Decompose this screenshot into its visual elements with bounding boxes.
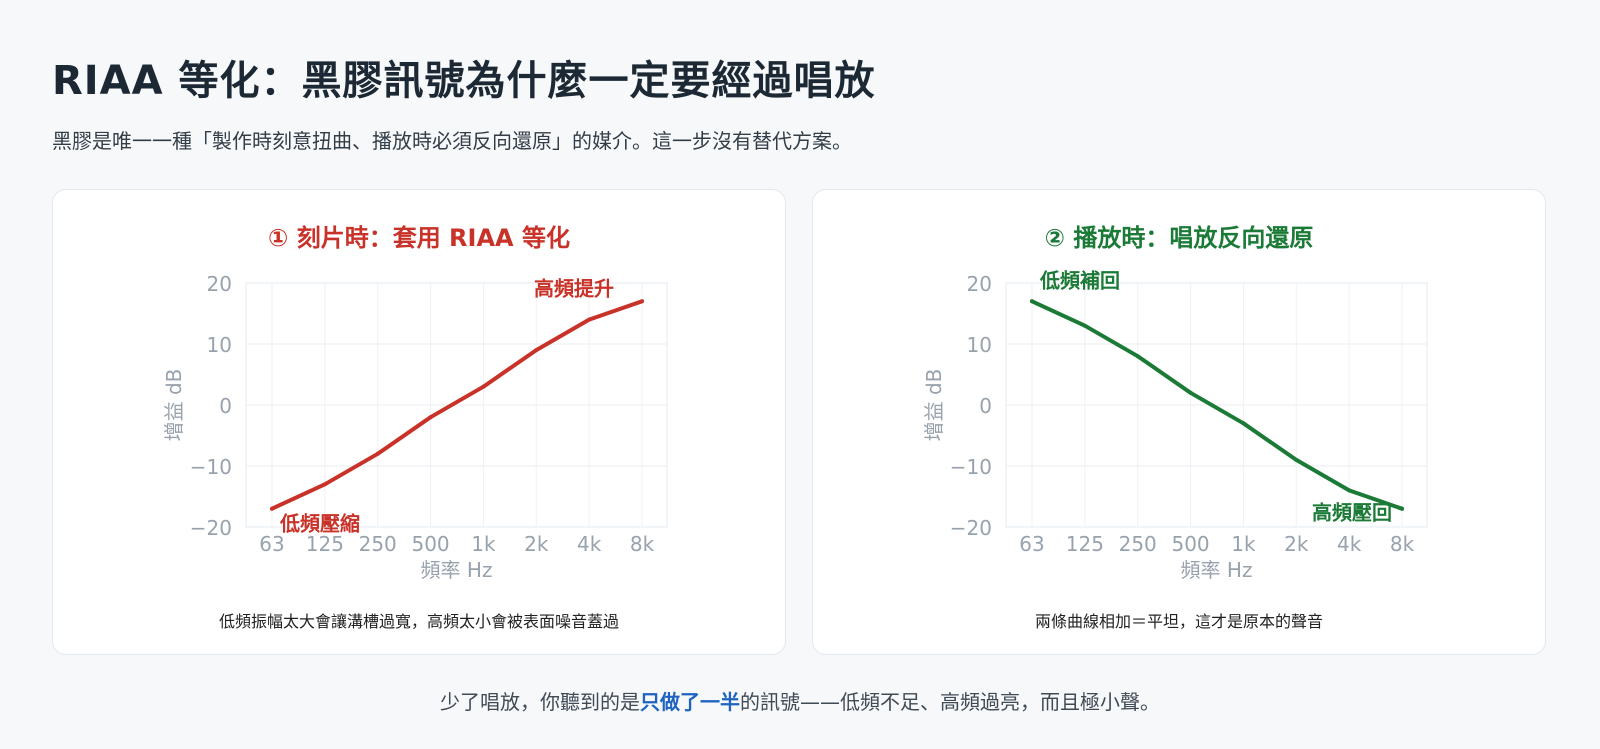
x-tick-label: 8k: [1390, 532, 1415, 556]
y-tick-label: 20: [207, 272, 232, 296]
x-tick-label: 1k: [471, 532, 496, 556]
x-tick-label: 2k: [524, 532, 549, 556]
y-axis-label: 增益 dB: [162, 369, 186, 442]
chart-title: ② 播放時：唱放反向還原: [1044, 224, 1314, 252]
curve-annotation: 高頻提升: [534, 276, 614, 300]
playback-eq-card: ② 播放時：唱放反向還原 20 10 0 −10 −20 63 125 250 500 1k 2k 4…: [812, 189, 1546, 655]
x-tick-label: 125: [306, 532, 344, 556]
curve-annotation: 低頻壓縮: [279, 512, 360, 536]
x-tick-label: 4k: [577, 532, 602, 556]
data-point: [270, 506, 274, 511]
y-tick-label: −10: [950, 455, 992, 479]
data-point: [1400, 506, 1404, 511]
y-tick-label: 10: [967, 333, 992, 357]
data-point: [1241, 421, 1246, 426]
x-tick-label: 2k: [1284, 532, 1309, 556]
x-tick-label: 63: [259, 532, 284, 556]
y-tick-label: −20: [950, 516, 992, 540]
series-line: [1030, 299, 1404, 511]
x-tick-label: 250: [1119, 532, 1157, 556]
data-point: [1188, 390, 1193, 395]
x-tick-label: 1k: [1231, 532, 1256, 556]
recording-eq-card: ① 刻片時：套用 RIAA 等化 20 10 0 −10 −20 63 125 250 500 1…: [52, 189, 786, 655]
page-subtitle: 黑膠是唯一一種「製作時刻意扭曲、播放時必須反向還原」的媒介。這一步沒有替代方案。: [52, 129, 852, 153]
x-axis-label: 頻率 Hz: [1181, 558, 1253, 582]
x-axis-label: 頻率 Hz: [421, 558, 493, 582]
x-tick-label: 4k: [1337, 532, 1362, 556]
footer-highlight: 只做了一半: [640, 690, 740, 714]
chart-title: ① 刻片時：套用 RIAA 等化: [268, 224, 570, 252]
data-point: [1082, 323, 1087, 328]
y-tick-label: 10: [207, 333, 232, 357]
x-tick-label: 8k: [630, 532, 655, 556]
x-tick-label: 125: [1066, 532, 1104, 556]
data-point: [640, 299, 644, 304]
footer-note: 少了唱放，你聽到的是只做了一半的訊號——低頻不足、高頻過亮，而且極小聲。: [0, 686, 1600, 715]
curve-annotation: 低頻補回: [1039, 268, 1120, 292]
x-tick-label: 500: [1171, 532, 1209, 556]
footer-text-after: 的訊號——低頻不足、高頻過亮，而且極小聲。: [740, 690, 1160, 714]
y-tick-label: −20: [190, 516, 232, 540]
data-point: [1030, 299, 1034, 304]
x-tick-label: 250: [359, 532, 397, 556]
data-point: [1294, 457, 1299, 462]
page-title: RIAA 等化：黑膠訊號為什麼一定要經過唱放: [52, 58, 876, 104]
y-axis-label: 增益 dB: [922, 369, 946, 442]
chart-caption: 兩條曲線相加＝平坦，這才是原本的聲音: [1034, 612, 1323, 631]
chart-caption: 低頻振幅太大會讓溝槽過寬，高頻太小會被表面噪音蓋過: [218, 612, 619, 631]
curve-annotation: 高頻壓回: [1312, 501, 1392, 525]
data-point: [534, 348, 539, 353]
series-line: [270, 299, 644, 511]
data-point: [1347, 488, 1352, 493]
data-point: [1135, 354, 1140, 359]
data-point: [322, 482, 327, 487]
y-tick-label: 0: [219, 394, 232, 418]
data-point: [428, 415, 433, 420]
y-tick-label: 20: [967, 272, 992, 296]
x-tick-label: 500: [411, 532, 449, 556]
y-tick-label: 0: [979, 394, 992, 418]
y-tick-label: −10: [190, 455, 232, 479]
footer-text-before: 少了唱放，你聽到的是: [440, 690, 640, 714]
data-point: [375, 451, 380, 456]
data-point: [587, 317, 592, 322]
playback-eq-chart: 20 10 0 −10 −20 63 125 250 500 1k 2k 4k 8k 頻率 Hz 增益 dB…: [922, 268, 1428, 582]
data-point: [481, 384, 486, 389]
x-tick-label: 63: [1019, 532, 1044, 556]
recording-eq-chart: 20 10 0 −10 −20 63 125 250 500 1k 2k 4k 8k 頻率 Hz 增益 dB…: [162, 272, 668, 582]
